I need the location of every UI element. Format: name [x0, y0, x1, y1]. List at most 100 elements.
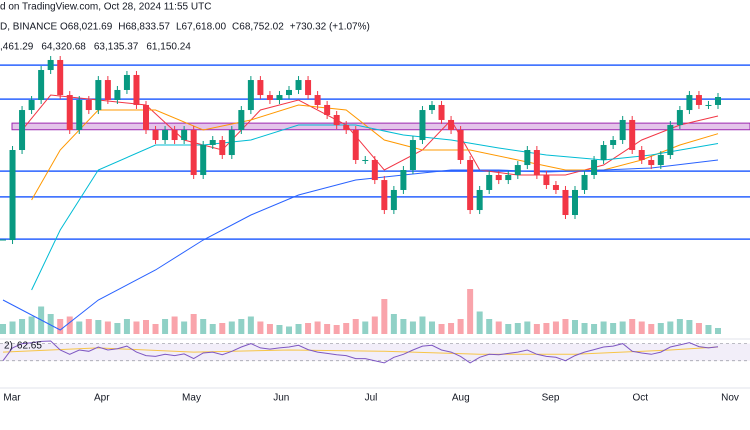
volume-bar [514, 323, 521, 334]
candle [295, 80, 302, 90]
volume-bar [409, 321, 416, 334]
symbol-text: D, BINANCE [0, 22, 58, 33]
candle [133, 74, 140, 105]
candle [648, 159, 655, 166]
volume-bar [572, 320, 578, 334]
volume-bar [505, 324, 512, 334]
volume-bar [57, 319, 64, 334]
candle [371, 159, 378, 181]
volume-bar [362, 321, 369, 334]
x-tick-label: Mar [3, 393, 21, 404]
candle [114, 89, 121, 101]
candle [457, 129, 464, 160]
x-tick-label: Nov [721, 393, 739, 404]
candle [610, 140, 617, 145]
volume-bar [600, 321, 607, 334]
candle [286, 89, 292, 96]
volume-bar [457, 319, 464, 334]
candle [333, 114, 340, 126]
candle [448, 119, 455, 130]
volume-bar [676, 319, 683, 334]
ohlc-value: L67,618.00 [176, 22, 226, 33]
volume-bar [152, 324, 159, 334]
x-tick-label: Sep [542, 393, 560, 404]
candle [305, 80, 312, 96]
candle [276, 95, 283, 101]
candle [390, 189, 397, 211]
volume-bar [667, 321, 674, 334]
candle [581, 174, 588, 190]
volume-bar [619, 321, 626, 334]
candle [171, 129, 178, 141]
volume-bar [400, 319, 407, 334]
volume-bar [133, 321, 140, 334]
volume-bar [486, 319, 493, 334]
volume-bar [19, 319, 26, 334]
volume-bar [76, 321, 83, 334]
volume-bar [9, 321, 16, 334]
volume-bar [629, 319, 636, 334]
volume-bar [686, 320, 693, 334]
candle [0, 239, 6, 241]
volume-bar [419, 316, 426, 334]
candle [638, 150, 645, 160]
volume-bar [200, 319, 207, 334]
ohlc-value: +730.32 (+1.07%) [290, 22, 370, 33]
candle [429, 104, 435, 111]
volume-bar [390, 314, 397, 334]
volume-bar [95, 320, 102, 334]
volume-bar [181, 321, 188, 334]
x-tick-label: May [182, 393, 201, 404]
candle [219, 140, 226, 156]
volume-bar [715, 328, 721, 334]
candle [572, 189, 578, 216]
ohlc-value: O68,021.69 [60, 22, 113, 33]
volume-bar [257, 321, 264, 334]
candle [352, 129, 359, 160]
volume-bar [66, 316, 73, 334]
candle [238, 110, 245, 130]
candle [181, 129, 188, 141]
volume-bar [705, 325, 712, 334]
volume-bar [438, 324, 445, 334]
volume-bar [371, 316, 378, 334]
candle [228, 129, 235, 156]
rsi-ma-line [2, 346, 719, 355]
range-band [11, 122, 750, 131]
candle [629, 119, 636, 151]
ohlc-value: H68,833.57 [118, 22, 170, 33]
candle [66, 95, 73, 130]
candle [314, 95, 321, 105]
candle [162, 129, 169, 141]
candle [266, 95, 273, 101]
candle [467, 159, 474, 211]
candle [486, 174, 493, 190]
volume-bar [238, 319, 245, 334]
candle [667, 125, 674, 156]
moving-average [31, 124, 719, 291]
candle [695, 95, 702, 105]
candle [28, 100, 35, 111]
x-tick-label: Apr [94, 393, 110, 404]
candle [619, 119, 626, 141]
candle [152, 129, 159, 141]
candle [400, 170, 407, 190]
candle [143, 104, 149, 130]
candle [381, 180, 388, 211]
rsi-value: 62.65 [17, 341, 42, 352]
candle [543, 174, 550, 186]
candle [505, 174, 512, 181]
volume-bar [429, 321, 435, 334]
volume-bar [343, 323, 350, 334]
moving-average [31, 104, 719, 201]
candle [686, 95, 693, 111]
volume-bar [85, 319, 92, 334]
volume-bar [28, 316, 35, 334]
candle [9, 150, 16, 241]
candle [57, 59, 64, 96]
volume-bar [219, 323, 226, 334]
volume-bar [381, 299, 388, 334]
ma-label: 61,150.24 [146, 42, 191, 53]
